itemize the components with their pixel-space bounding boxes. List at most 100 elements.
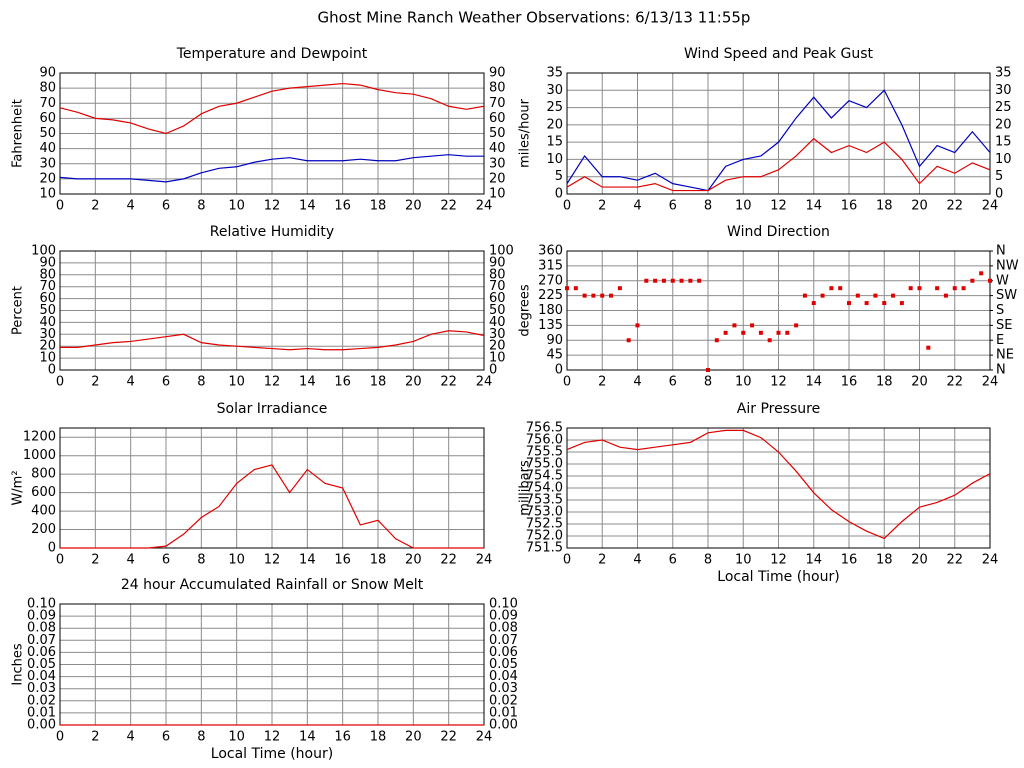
y-tick-label: 0	[555, 187, 563, 202]
x-tick-label: 4	[127, 375, 135, 390]
data-line	[59, 82, 485, 135]
y-tick-label: 225	[538, 288, 563, 303]
y-tick-label-right: 0.06	[489, 645, 518, 660]
x-tick-label: 20	[405, 553, 422, 568]
x-tick-label: 6	[162, 375, 170, 390]
y-tick-label-right: 80	[489, 81, 506, 96]
data-point	[617, 286, 622, 291]
y-tick-label: 45	[546, 348, 563, 363]
chart-panel: 24 hour Accumulated Rainfall or Snow Mel…	[11, 577, 518, 762]
y-tick-label-right: 0.04	[489, 669, 518, 684]
x-tick-label: 24	[982, 553, 999, 568]
y-axis-label: miles/hour	[518, 98, 533, 167]
y-axis-label: millibars	[518, 460, 533, 516]
y-tick-label: 0.09	[27, 609, 56, 624]
x-tick-label: 24	[476, 730, 493, 745]
y-tick-label: 360	[538, 244, 563, 259]
x-axis-label: Local Time (hour)	[211, 746, 333, 762]
x-tick-label: 16	[334, 375, 351, 390]
x-tick-label: 18	[370, 375, 387, 390]
x-tick-label: 2	[91, 199, 99, 214]
x-tick-label: 16	[334, 199, 351, 214]
x-tick-label: 14	[299, 553, 316, 568]
y-tick-label: 751.5	[526, 541, 563, 556]
x-tick-label: 10	[735, 375, 752, 390]
data-line	[566, 429, 991, 540]
y2-tick-label: NW	[996, 258, 1019, 273]
y-tick-label-right: 0.09	[489, 609, 518, 624]
y-tick-label: 135	[538, 318, 563, 333]
x-tick-label: 8	[197, 730, 205, 745]
y-tick-label: 90	[39, 255, 56, 270]
y-tick-label: 60	[39, 291, 56, 306]
x-tick-label: 0	[56, 730, 64, 745]
x-tick-label: 18	[370, 199, 387, 214]
chart-title: 24 hour Accumulated Rainfall or Snow Mel…	[121, 577, 424, 593]
chart-title: Wind Direction	[727, 224, 830, 240]
x-tick-label: 22	[440, 199, 457, 214]
data-point	[855, 293, 860, 298]
y-tick-label-right: 0	[489, 363, 497, 378]
y-tick-label: 0.00	[27, 718, 56, 733]
y-tick-label-right: 10	[489, 187, 506, 202]
x-tick-label: 8	[197, 375, 205, 390]
y-tick-label: 40	[39, 315, 56, 330]
y-tick-label: 60	[39, 111, 56, 126]
x-tick-label: 14	[299, 199, 316, 214]
y-tick-label: 0.07	[27, 633, 56, 648]
x-tick-label: 4	[127, 199, 135, 214]
y-tick-label: 20	[39, 171, 56, 186]
y-tick-label: 40	[39, 141, 56, 156]
y-tick-label-right: 0.02	[489, 693, 518, 708]
x-tick-label: 8	[704, 199, 712, 214]
x-tick-label: 24	[982, 199, 999, 214]
y-tick-label-right: 25	[995, 100, 1012, 115]
y-tick-label-right: 20	[995, 117, 1012, 132]
x-tick-label: 12	[264, 553, 281, 568]
x-tick-label: 0	[56, 553, 64, 568]
y-tick-label-right: 20	[489, 171, 506, 186]
data-line	[566, 137, 991, 192]
data-line	[59, 154, 484, 183]
y-tick-label-right: 30	[489, 156, 506, 171]
data-point	[891, 293, 896, 298]
x-tick-label: 6	[669, 553, 677, 568]
y-tick-label-right: 80	[489, 267, 506, 282]
x-tick-label: 10	[735, 553, 752, 568]
x-tick-label: 2	[91, 730, 99, 745]
x-tick-label: 12	[770, 553, 787, 568]
data-point	[926, 345, 931, 350]
y-tick-label: 754.0	[526, 481, 563, 496]
x-tick-label: 22	[946, 375, 963, 390]
x-tick-label: 20	[911, 375, 928, 390]
x-tick-label: 10	[228, 199, 245, 214]
page-title: Ghost Mine Ranch Weather Observations: 6…	[318, 9, 751, 27]
data-point	[943, 293, 948, 298]
plot-border	[566, 72, 991, 195]
y-tick-label: 25	[546, 100, 563, 115]
y2-tick-label: W	[996, 273, 1009, 288]
y-tick-label-right: 70	[489, 96, 506, 111]
y-tick-label-right: 0.03	[489, 681, 518, 696]
data-point	[873, 293, 878, 298]
x-tick-label: 4	[127, 730, 135, 745]
y-tick-label-right: 0.10	[489, 597, 518, 612]
y-tick-label: 5	[555, 169, 563, 184]
data-point	[670, 278, 675, 283]
x-tick-label: 16	[334, 730, 351, 745]
x-tick-label: 0	[56, 199, 64, 214]
y-tick-label-right: 60	[489, 291, 506, 306]
y-tick-label: 180	[538, 303, 563, 318]
x-tick-label: 2	[91, 553, 99, 568]
x-tick-label: 6	[162, 199, 170, 214]
data-point	[714, 338, 719, 343]
y-axis-label: degrees	[518, 284, 533, 337]
y-tick-label: 800	[31, 467, 56, 482]
x-tick-label: 2	[598, 199, 606, 214]
data-point	[802, 293, 807, 298]
y-tick-label-right: 35	[995, 66, 1012, 81]
data-point	[661, 278, 666, 283]
x-tick-label: 10	[228, 375, 245, 390]
data-point	[820, 293, 825, 298]
x-tick-label: 4	[633, 553, 641, 568]
